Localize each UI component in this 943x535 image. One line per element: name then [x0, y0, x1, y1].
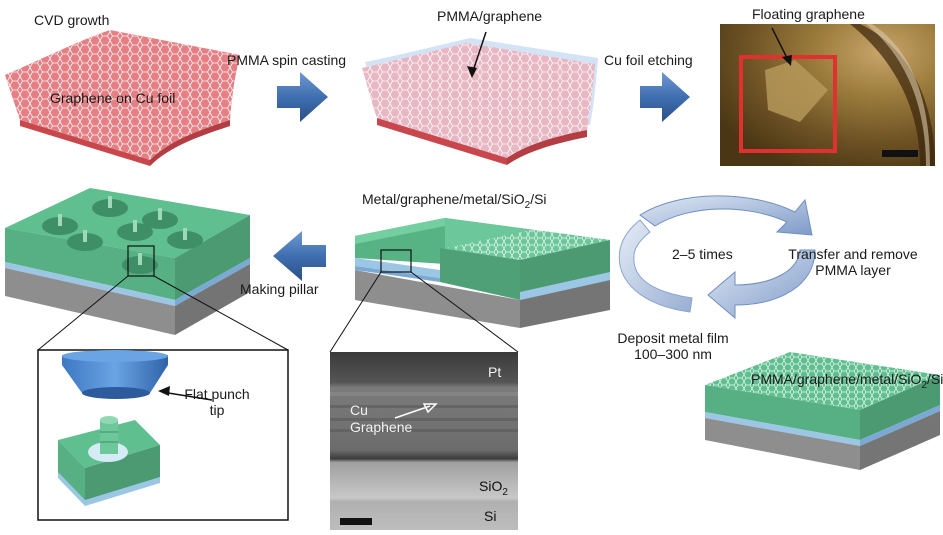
label-pmma-spin-casting: PMMA spin casting	[227, 52, 347, 68]
label-tem-sio2: SiO2	[479, 478, 508, 501]
label-stack-top: Metal/graphene/metal/SiO2/Si	[362, 191, 547, 214]
label-stack-top-main: Metal/graphene/metal/SiO	[362, 191, 525, 207]
metal-graphene-stack	[355, 218, 610, 328]
label-deposit-line1: Deposit metal film	[617, 330, 729, 346]
punch-pointer-line	[161, 391, 213, 401]
cu-foil-sheet	[5, 30, 240, 166]
label-cycle-times: 2–5 times	[672, 246, 733, 262]
zoom-line-right	[153, 275, 289, 351]
label-stack-top-end: /Si	[530, 191, 547, 207]
zoom-line-tem-right	[410, 271, 519, 353]
label-transfer-line1: Transfer and remove	[788, 246, 918, 262]
label-stack-bottom: PMMA/graphene/metal/SiO2/Si	[751, 371, 943, 394]
label-tem-pt: Pt	[488, 364, 502, 380]
scale-bar-icon	[882, 150, 918, 157]
label-stack-top-sub: 2	[524, 199, 531, 211]
label-deposit-line2: 100–300 nm	[634, 346, 712, 362]
cycle-arrows-icon	[618, 195, 816, 320]
punch-pointer-arrowhead-icon	[158, 386, 170, 396]
label-tem-sio2-sub: 2	[502, 486, 508, 498]
tem-cross-section	[330, 352, 518, 530]
label-graphene-on-cu: Graphene on Cu foil	[50, 90, 176, 106]
pmma-pointer-arrowhead-icon	[467, 66, 477, 78]
label-tem-graphene: Graphene	[350, 419, 413, 435]
label-tem-si: Si	[484, 508, 497, 524]
label-deposit: Deposit metal film 100–300 nm	[598, 330, 748, 362]
pillar-block	[5, 188, 250, 335]
label-flat-punch: Flat punch tip	[178, 386, 256, 418]
floating-graphene-photo	[720, 24, 935, 166]
block-arrow-right-icon	[277, 72, 328, 122]
block-arrow-left-icon	[273, 231, 326, 281]
label-cu-foil-etching: Cu foil etching	[604, 52, 693, 68]
label-transfer-line2: PMMA layer	[815, 262, 891, 278]
zoom-line-tem-left	[329, 271, 382, 353]
label-stack-bottom-end: /Si	[926, 371, 943, 387]
label-making-pillar: Making pillar	[240, 281, 319, 297]
label-stack-bottom-sub: 2	[921, 379, 927, 391]
label-cvd-growth: CVD growth	[34, 12, 110, 28]
final-pmma-stack	[705, 352, 940, 470]
label-flat-punch-line1: Flat punch	[184, 386, 250, 402]
label-tem-sio2-main: SiO	[479, 478, 503, 494]
flat-punch-inset	[37, 349, 289, 521]
label-transfer: Transfer and remove PMMA layer	[778, 246, 928, 278]
label-tem-cu: Cu	[350, 402, 368, 418]
label-stack-bottom-main: PMMA/graphene/metal/SiO	[751, 371, 922, 387]
label-flat-punch-line2: tip	[209, 402, 225, 418]
label-floating-graphene: Floating graphene	[752, 6, 865, 22]
block-arrow-right-icon	[640, 72, 690, 122]
zoom-line-left	[37, 275, 129, 351]
pmma-pointer-line	[471, 31, 487, 75]
tem-scale-bar-icon	[340, 518, 372, 525]
pmma-graphene-sheet	[362, 38, 598, 165]
label-pmma-graphene: PMMA/graphene	[437, 8, 543, 24]
